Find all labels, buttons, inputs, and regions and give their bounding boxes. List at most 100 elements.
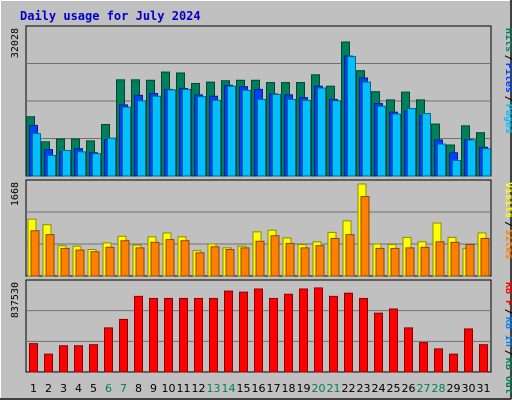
- bar-kb_f-day-11: [179, 297, 188, 373]
- bar-kb_f-day-16: [254, 288, 263, 373]
- y-max-label-visitors: 1668: [10, 182, 21, 206]
- legend-sites: Sites: [503, 229, 512, 259]
- bar-sites-day-13: [210, 246, 220, 277]
- bar-kb_f-day-1: [29, 343, 38, 373]
- x-tick-label: 22: [342, 382, 356, 395]
- bar-pages-day-5: [92, 153, 101, 177]
- panel-requests: 32028 Hits / Files / Pages: [10, 25, 512, 177]
- bar-kb_f-day-21: [329, 295, 338, 373]
- bar-sites-day-28: [435, 241, 445, 277]
- legend-separator: /: [503, 221, 512, 227]
- bar-kb_f-day-24: [374, 312, 383, 373]
- legend-requests: Hits / Files / Pages: [503, 28, 512, 134]
- x-tick-label: 19: [297, 382, 311, 395]
- chart-panels: 32028Hits/Files/Pages1668Visits/Sites837…: [10, 25, 512, 394]
- legend-kb_out: KB Out: [503, 358, 512, 394]
- bar-sites-day-22: [345, 234, 355, 277]
- bar-sites-day-17: [270, 235, 280, 277]
- x-tick-label: 10: [162, 382, 176, 395]
- bar-kb_f-day-7: [119, 318, 128, 373]
- legend-kb_in: KB In: [503, 317, 512, 347]
- x-tick-label: 16: [252, 382, 266, 395]
- bar-pages-day-3: [62, 149, 71, 177]
- bar-pages-day-7: [122, 106, 131, 177]
- bar-sites-day-14: [225, 249, 235, 277]
- bar-pages-day-8: [137, 100, 146, 177]
- x-tick-label: 20: [312, 382, 326, 395]
- bar-sites-day-20: [315, 245, 325, 277]
- x-tick-label: 12: [192, 382, 206, 395]
- bar-sites-day-18: [285, 242, 295, 277]
- bar-kb_f-day-6: [104, 327, 113, 373]
- x-tick-label: 11: [177, 382, 191, 395]
- legend-separator: /: [503, 309, 512, 315]
- bar-sites-day-11: [180, 240, 190, 277]
- x-tick-label: 29: [447, 382, 461, 395]
- bar-pages-day-21: [332, 100, 341, 177]
- bar-pages-day-23: [362, 81, 371, 177]
- bar-pages-day-1: [32, 133, 41, 177]
- bar-pages-day-16: [257, 98, 266, 177]
- bar-sites-day-19: [300, 247, 310, 277]
- bar-sites-day-9: [150, 241, 160, 277]
- bar-pages-day-27: [422, 113, 431, 177]
- bar-kb_f-day-2: [44, 353, 53, 373]
- bar-pages-day-15: [242, 89, 251, 177]
- panel-visitors: 1668 Visits / Sites: [10, 179, 512, 277]
- bar-pages-day-9: [152, 95, 161, 177]
- x-tick-label: 14: [222, 382, 236, 395]
- bar-sites-day-24: [375, 247, 385, 277]
- bar-sites-day-6: [105, 246, 115, 277]
- bar-sites-day-29: [450, 241, 460, 277]
- x-tick-label: 8: [135, 382, 142, 395]
- bar-kb_f-day-15: [239, 291, 248, 373]
- bar-pages-day-6: [107, 137, 116, 177]
- bar-kb_f-day-29: [449, 353, 458, 373]
- x-tick-label: 15: [237, 382, 251, 395]
- bar-pages-day-25: [392, 113, 401, 177]
- x-tick-label: 24: [372, 382, 386, 395]
- bar-pages-day-13: [212, 99, 221, 177]
- x-tick-label: 18: [282, 382, 296, 395]
- bar-pages-day-17: [272, 93, 281, 177]
- bar-sites-day-23: [360, 196, 370, 277]
- bar-kb_f-day-25: [389, 308, 398, 373]
- x-tick-label: 21: [327, 382, 341, 395]
- bar-pages-day-22: [347, 56, 356, 177]
- x-tick-label: 3: [60, 382, 67, 395]
- legend-separator: /: [503, 96, 512, 102]
- bar-pages-day-24: [377, 105, 386, 177]
- bar-kb_f-day-31: [479, 344, 488, 373]
- bar-pages-day-10: [167, 89, 176, 177]
- bar-pages-day-29: [452, 160, 461, 177]
- x-tick-label: 4: [75, 382, 82, 395]
- bar-pages-day-26: [407, 108, 416, 177]
- bar-pages-day-28: [437, 143, 446, 177]
- bar-kb_f-day-9: [149, 297, 158, 373]
- bar-pages-day-12: [197, 96, 206, 177]
- legend-separator: /: [503, 55, 512, 61]
- legend-hits: Hits: [503, 28, 512, 52]
- x-tick-label: 5: [90, 382, 97, 395]
- bar-kb_f-day-13: [209, 297, 218, 373]
- bar-kb_f-day-14: [224, 290, 233, 373]
- legend-kb_f: KB F: [503, 282, 512, 306]
- bar-kb_f-day-27: [419, 342, 428, 373]
- bar-kb_f-day-4: [74, 345, 83, 373]
- x-tick-label: 6: [105, 382, 112, 395]
- legend-visitors: Visits / Sites: [503, 182, 512, 259]
- x-tick-label: 30: [462, 382, 476, 395]
- bar-kb_f-day-20: [314, 287, 323, 373]
- y-max-label-requests: 32028: [10, 28, 21, 58]
- bar-sites-day-26: [405, 247, 415, 277]
- bar-sites-day-27: [420, 246, 430, 277]
- bar-pages-day-14: [227, 85, 236, 177]
- bar-kb_f-day-26: [404, 327, 413, 373]
- x-tick-label: 27: [417, 382, 431, 395]
- x-tick-label: 1: [30, 382, 37, 395]
- bar-kb_f-day-17: [269, 297, 278, 373]
- bar-pages-day-4: [77, 151, 86, 177]
- legend-kbytes: KB F / KB In / KB Out: [503, 282, 512, 394]
- x-tick-label: 2: [45, 382, 52, 395]
